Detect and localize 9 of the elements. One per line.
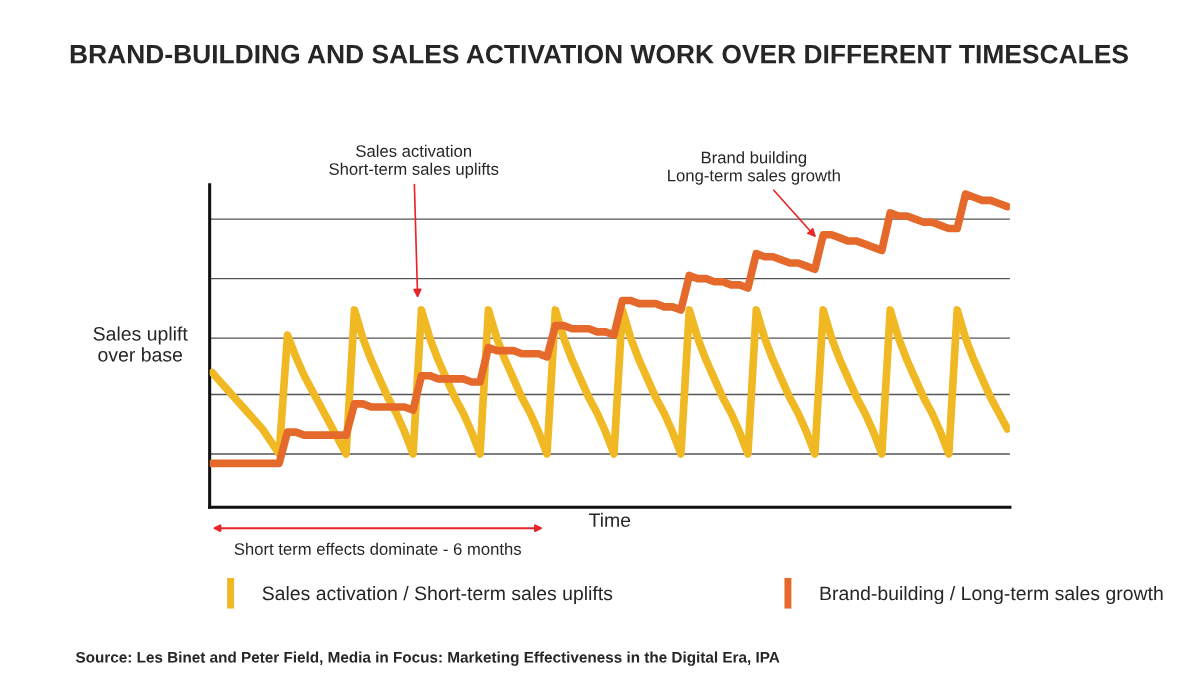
legend-label: Sales activation / Short-term sales uplifts: [262, 585, 613, 605]
legend-label: Brand-building / Long-term sales growth: [820, 585, 1163, 605]
text: Short term effects dominate - 6 months: [234, 542, 522, 555]
y-axis-title: Sales uplift over base: [93, 326, 188, 362]
chart-title: BRAND-BUILDING AND SALES ACTIVATION WORK OVER DIFFERENT TIMESCALES: [70, 44, 1128, 64]
text: Sales activation Short-term sales uplifts: [329, 144, 499, 179]
x-axis-title: Time: [588, 512, 631, 528]
text: Brand building Long-term sales growth: [668, 151, 840, 185]
source-note: Source: Les Binet and Peter Field, Media in Focus: Marketing Effectiveness in the Digital Era, IPA: [75, 651, 780, 666]
